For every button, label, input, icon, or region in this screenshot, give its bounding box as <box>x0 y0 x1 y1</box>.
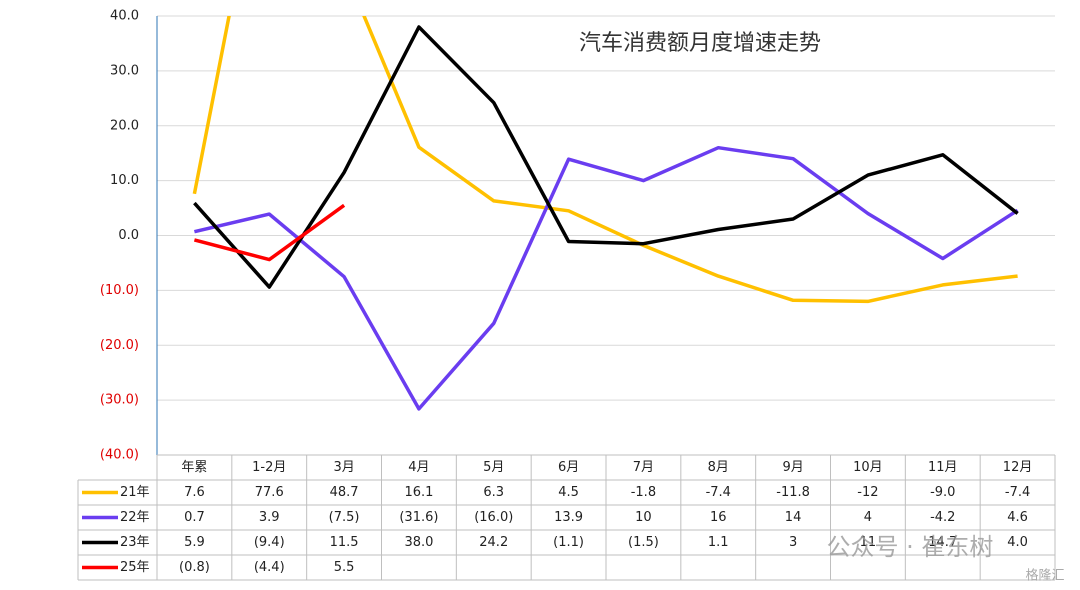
y-tick-label: (20.0) <box>100 338 139 353</box>
x-tick-label: 年累 <box>181 460 207 475</box>
x-tick-label: 11月 <box>928 460 958 475</box>
y-tick-label: (30.0) <box>100 393 139 408</box>
data-label: 7.6 <box>184 485 205 500</box>
data-label: 38.0 <box>404 535 433 550</box>
data-label: -7.4 <box>706 485 731 500</box>
data-label: 0.7 <box>184 510 205 525</box>
data-label: -9.0 <box>930 485 955 500</box>
data-label: 3 <box>789 535 797 550</box>
data-label: 4.6 <box>1007 510 1028 525</box>
data-label: 5.9 <box>184 535 205 550</box>
legend-label: 23年 <box>120 535 150 550</box>
x-tick-label: 7月 <box>633 460 654 475</box>
y-tick-label: 0.0 <box>118 228 139 243</box>
data-label: (9.4) <box>254 535 285 550</box>
data-label: 5.5 <box>334 560 355 575</box>
data-label: 11.5 <box>330 535 359 550</box>
watermark-logo: 格隆汇 <box>1025 568 1064 584</box>
watermark: 公众号 · 崔东树 <box>827 533 994 561</box>
x-tick-label: 12月 <box>1003 460 1033 475</box>
line <box>193 25 1019 289</box>
data-label: 24.2 <box>479 535 508 550</box>
data-label: 16 <box>710 510 727 525</box>
data-label: (0.8) <box>179 560 210 575</box>
data-label: 1.1 <box>708 535 729 550</box>
x-tick-label: 6月 <box>558 460 579 475</box>
data-label: 4 <box>864 510 872 525</box>
data-label: 6.3 <box>483 485 504 500</box>
x-tick-label: 9月 <box>782 460 803 475</box>
data-label: -11.8 <box>776 485 810 500</box>
data-label: 13.9 <box>554 510 583 525</box>
y-tick-label: 30.0 <box>110 63 139 78</box>
y-tick-label: 20.0 <box>110 118 139 133</box>
legend-label: 21年 <box>120 485 150 500</box>
data-label: 11 <box>860 535 877 550</box>
data-label: -12 <box>857 485 878 500</box>
y-tick-label: (40.0) <box>100 448 139 463</box>
x-tick-label: 3月 <box>333 460 354 475</box>
data-label: 3.9 <box>259 510 280 525</box>
data-label: 4.0 <box>1007 535 1028 550</box>
data-label: (4.4) <box>254 560 285 575</box>
line <box>193 203 346 262</box>
data-label: -1.8 <box>631 485 656 500</box>
data-label: (7.5) <box>329 510 360 525</box>
data-label: 4.5 <box>558 485 579 500</box>
data-label: 14.7 <box>928 535 957 550</box>
x-tick-label: 4月 <box>408 460 429 475</box>
plot-lines <box>192 16 1019 411</box>
data-label: 10 <box>635 510 652 525</box>
data-label: 48.7 <box>330 485 359 500</box>
x-tick-label: 10月 <box>853 460 883 475</box>
y-tick-label: 10.0 <box>110 173 139 188</box>
data-label: (16.0) <box>474 510 513 525</box>
data-label: (1.1) <box>553 535 584 550</box>
data-label: 16.1 <box>404 485 433 500</box>
x-tick-label: 1-2月 <box>252 460 286 475</box>
chart-title: 汽车消费额月度增速走势 <box>579 31 821 56</box>
line <box>193 145 1019 411</box>
data-label: (1.5) <box>628 535 659 550</box>
y-tick-label: 40.0 <box>110 9 139 24</box>
x-tick-label: 5月 <box>483 460 504 475</box>
data-label: 77.6 <box>255 485 284 500</box>
x-tick-label: 8月 <box>708 460 729 475</box>
data-label: -7.4 <box>1005 485 1030 500</box>
data-label: 14 <box>785 510 802 525</box>
line <box>192 16 1018 304</box>
legend-label: 25年 <box>120 560 150 575</box>
data-label: (31.6) <box>399 510 438 525</box>
data-label: -4.2 <box>930 510 955 525</box>
y-tick-label: (10.0) <box>100 283 139 298</box>
legend-label: 22年 <box>120 510 150 525</box>
